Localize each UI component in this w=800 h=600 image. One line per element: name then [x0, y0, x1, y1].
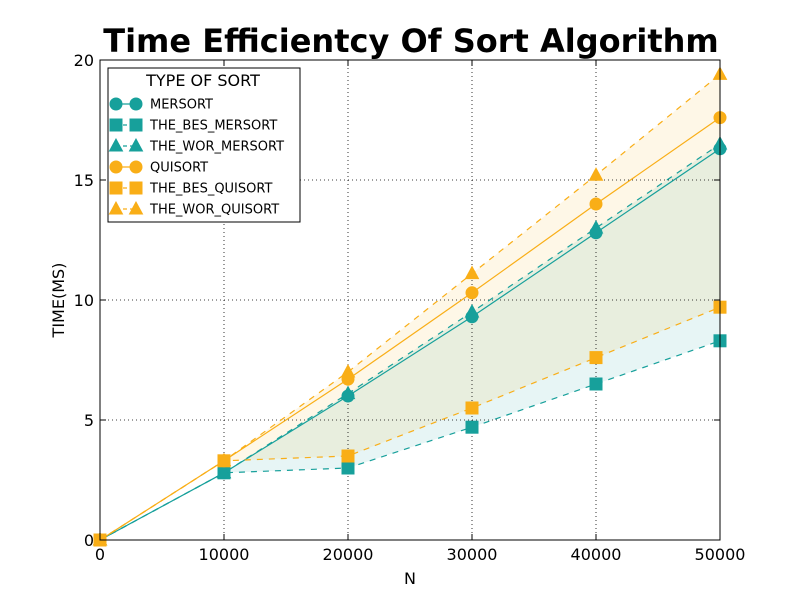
y-tick-label: 0: [84, 531, 94, 550]
data-point-the-bes-mersort: [341, 461, 355, 475]
x-tick-label: 0: [95, 545, 105, 564]
y-axis-label: TIME(MS): [49, 263, 68, 339]
series-line-the-wor-quisort: [99, 73, 721, 541]
series-lines: [99, 73, 721, 541]
legend-item: QUISORT: [109, 160, 208, 176]
data-point-the-bes-quisort: [465, 401, 479, 415]
y-tick-label: 15: [74, 171, 94, 190]
x-tick-label: 30000: [447, 545, 498, 564]
legend-marker: [109, 160, 123, 174]
axis-ticks: 0 10000 20000 30000 40000 50000 0 5 10 15 20: [74, 51, 746, 564]
data-point-quisort: [465, 286, 479, 300]
y-tick-label: 20: [74, 51, 94, 70]
legend-item: THE_WOR_MERSORT: [108, 137, 284, 155]
x-tick-label: 40000: [571, 545, 622, 564]
y-tick-label: 5: [84, 411, 94, 430]
legend-marker: [109, 181, 123, 195]
legend-label: THE_WOR_QUISORT: [149, 203, 279, 218]
series-line-mersort: [99, 148, 721, 541]
legend-label: QUISORT: [150, 161, 208, 176]
series-line-the-wor-mersort: [99, 143, 721, 541]
x-tick-label: 20000: [323, 545, 374, 564]
legend-marker: [128, 200, 144, 215]
legend-label: THE_BES_MERSORT: [149, 119, 277, 134]
legend: TYPE OF SORT MERSORT THE_BES_MERSORT THE_W…: [107, 67, 301, 223]
legend-title: TYPE OF SORT: [145, 71, 260, 90]
data-point-the-bes-quisort: [589, 351, 603, 365]
legend-item: THE_BES_QUISORT: [109, 181, 272, 197]
x-tick-label: 10000: [199, 545, 250, 564]
fill-areas: [100, 74, 720, 541]
chart-title: Time Efficientcy Of Sort Algorithm: [103, 22, 719, 60]
legend-marker: [108, 137, 124, 152]
legend-marker: [109, 118, 123, 132]
data-point-the-wor-quisort: [340, 363, 356, 378]
data-point-the-wor-quisort: [588, 167, 604, 181]
legend-marker: [129, 118, 143, 132]
legend-label: THE_WOR_MERSORT: [149, 140, 284, 155]
legend-marker: [129, 160, 143, 174]
data-point-the-wor-quisort: [216, 452, 232, 467]
legend-item: THE_BES_MERSORT: [109, 118, 277, 134]
data-point-the-wor-mersort: [588, 219, 604, 234]
legend-label: MERSORT: [150, 98, 213, 113]
data-point-the-wor-mersort: [340, 385, 356, 400]
fill-band-1: [100, 144, 720, 540]
data-point-the-bes-mersort: [589, 377, 603, 391]
data-point-the-wor-mersort: [216, 464, 232, 479]
x-tick-label: 50000: [695, 545, 746, 564]
legend-marker: [129, 181, 143, 195]
data-point-the-bes-mersort: [465, 420, 479, 434]
data-point-the-wor-quisort: [464, 265, 480, 280]
legend-box: [107, 67, 301, 223]
data-point-the-wor-mersort: [464, 303, 480, 318]
legend-marker: [129, 97, 143, 111]
legend-item: MERSORT: [109, 97, 213, 113]
data-point-quisort: [589, 197, 603, 211]
fill-band-2: [100, 74, 720, 541]
data-point-the-bes-quisort: [341, 449, 355, 463]
legend-marker: [109, 97, 123, 111]
legend-items: MERSORT THE_BES_MERSORT THE_WOR_MERSORT QUI…: [108, 97, 284, 218]
legend-marker: [128, 137, 144, 152]
legend-label: THE_BES_QUISORT: [149, 182, 272, 197]
y-tick-label: 10: [74, 291, 94, 310]
legend-marker: [108, 200, 124, 215]
x-axis-label: N: [404, 569, 416, 588]
legend-item: THE_WOR_QUISORT: [108, 200, 279, 218]
